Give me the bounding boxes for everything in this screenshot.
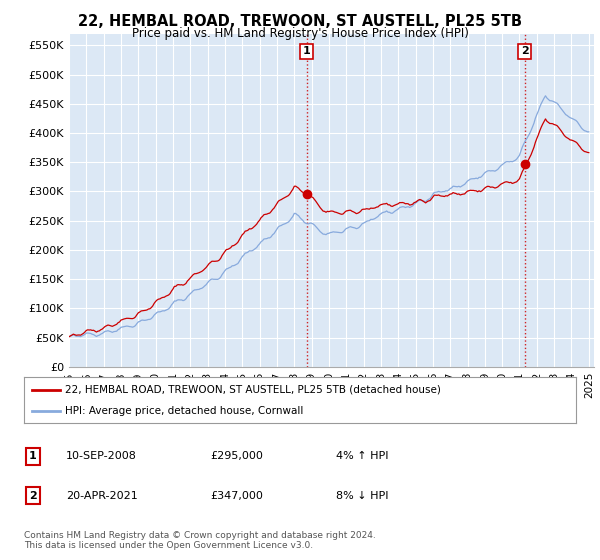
Text: 20-APR-2021: 20-APR-2021 xyxy=(66,491,138,501)
Text: 4% ↑ HPI: 4% ↑ HPI xyxy=(336,451,389,461)
Text: Price paid vs. HM Land Registry's House Price Index (HPI): Price paid vs. HM Land Registry's House … xyxy=(131,27,469,40)
Text: £347,000: £347,000 xyxy=(210,491,263,501)
Text: 22, HEMBAL ROAD, TREWOON, ST AUSTELL, PL25 5TB: 22, HEMBAL ROAD, TREWOON, ST AUSTELL, PL… xyxy=(78,14,522,29)
Text: HPI: Average price, detached house, Cornwall: HPI: Average price, detached house, Corn… xyxy=(65,407,304,416)
Text: 10-SEP-2008: 10-SEP-2008 xyxy=(66,451,137,461)
Text: Contains HM Land Registry data © Crown copyright and database right 2024.
This d: Contains HM Land Registry data © Crown c… xyxy=(24,531,376,550)
Text: 22, HEMBAL ROAD, TREWOON, ST AUSTELL, PL25 5TB (detached house): 22, HEMBAL ROAD, TREWOON, ST AUSTELL, PL… xyxy=(65,385,441,395)
Text: 1: 1 xyxy=(302,46,310,57)
Text: 8% ↓ HPI: 8% ↓ HPI xyxy=(336,491,389,501)
Text: 1: 1 xyxy=(29,451,37,461)
Text: £295,000: £295,000 xyxy=(210,451,263,461)
Text: 2: 2 xyxy=(521,46,529,57)
Text: 2: 2 xyxy=(29,491,37,501)
